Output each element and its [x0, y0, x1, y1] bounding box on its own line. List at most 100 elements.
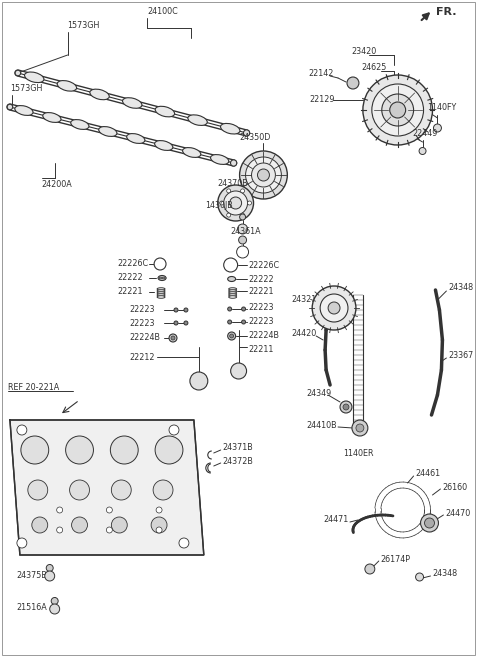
Circle shape: [158, 277, 160, 279]
Circle shape: [228, 307, 232, 311]
Circle shape: [66, 436, 94, 464]
Circle shape: [151, 517, 167, 533]
Ellipse shape: [228, 290, 237, 292]
Ellipse shape: [182, 148, 201, 158]
Circle shape: [240, 214, 246, 220]
Circle shape: [419, 148, 426, 154]
Circle shape: [416, 573, 423, 581]
Circle shape: [239, 236, 247, 244]
Ellipse shape: [228, 294, 237, 296]
Circle shape: [227, 213, 231, 217]
Ellipse shape: [155, 106, 175, 117]
Text: 23420: 23420: [351, 47, 376, 57]
Circle shape: [184, 308, 188, 312]
Circle shape: [17, 425, 27, 435]
Circle shape: [32, 517, 48, 533]
Circle shape: [57, 507, 62, 513]
Circle shape: [171, 336, 175, 340]
Text: 24372B: 24372B: [223, 457, 253, 466]
Circle shape: [356, 424, 364, 432]
Circle shape: [156, 527, 162, 533]
Circle shape: [365, 564, 375, 574]
Circle shape: [154, 258, 166, 270]
Text: 1573GH: 1573GH: [68, 21, 100, 30]
Circle shape: [424, 518, 434, 528]
Circle shape: [163, 277, 165, 279]
Text: 22226C: 22226C: [117, 260, 148, 269]
Text: 24461: 24461: [416, 470, 441, 478]
Ellipse shape: [228, 292, 237, 294]
Text: 24471: 24471: [323, 516, 348, 524]
Circle shape: [21, 436, 48, 464]
Ellipse shape: [228, 288, 237, 290]
Ellipse shape: [158, 275, 166, 281]
Text: FR.: FR.: [436, 7, 457, 17]
Circle shape: [107, 527, 112, 533]
Ellipse shape: [157, 292, 165, 294]
Circle shape: [107, 507, 112, 513]
Text: 24321: 24321: [291, 296, 316, 304]
Circle shape: [420, 514, 438, 532]
Text: 22129: 22129: [309, 95, 335, 104]
Ellipse shape: [99, 127, 117, 137]
Circle shape: [328, 302, 340, 314]
Circle shape: [156, 507, 162, 513]
Ellipse shape: [157, 296, 165, 298]
Text: 24410B: 24410B: [306, 420, 337, 430]
Text: 24348: 24348: [432, 570, 457, 579]
Circle shape: [57, 527, 62, 533]
Ellipse shape: [188, 115, 207, 125]
Circle shape: [190, 372, 208, 390]
Circle shape: [238, 224, 248, 234]
Circle shape: [184, 321, 188, 325]
Circle shape: [110, 436, 138, 464]
Circle shape: [340, 401, 352, 413]
Ellipse shape: [157, 290, 165, 292]
Circle shape: [164, 277, 166, 279]
Circle shape: [252, 163, 276, 187]
Text: 21516A: 21516A: [16, 602, 47, 612]
Circle shape: [224, 258, 238, 272]
Text: 22221: 22221: [117, 288, 143, 296]
Text: 22223: 22223: [129, 306, 155, 315]
Circle shape: [220, 201, 224, 205]
Ellipse shape: [228, 277, 236, 281]
Circle shape: [248, 201, 252, 205]
Circle shape: [352, 420, 368, 436]
Ellipse shape: [24, 72, 44, 83]
Circle shape: [231, 363, 247, 379]
Ellipse shape: [155, 141, 173, 150]
Text: 22211: 22211: [249, 344, 274, 353]
Ellipse shape: [220, 124, 240, 134]
Polygon shape: [10, 420, 204, 555]
Circle shape: [169, 425, 179, 435]
Circle shape: [218, 185, 253, 221]
Circle shape: [50, 604, 60, 614]
Ellipse shape: [57, 81, 77, 91]
Text: 24420: 24420: [291, 328, 316, 338]
Ellipse shape: [127, 133, 145, 143]
Circle shape: [70, 480, 89, 500]
Text: 24371B: 24371B: [223, 443, 253, 453]
Text: 1573GH: 1573GH: [10, 84, 42, 93]
Text: 26160: 26160: [443, 482, 468, 491]
Ellipse shape: [122, 98, 142, 108]
Circle shape: [241, 320, 246, 324]
Text: 24361A: 24361A: [231, 227, 261, 237]
Circle shape: [15, 70, 21, 76]
Circle shape: [179, 538, 189, 548]
Circle shape: [46, 564, 53, 572]
Circle shape: [227, 189, 231, 193]
Text: 1140ER: 1140ER: [343, 449, 373, 459]
Text: 22212: 22212: [129, 353, 155, 361]
Ellipse shape: [228, 296, 237, 298]
Circle shape: [169, 334, 177, 342]
Text: 22222: 22222: [249, 275, 274, 284]
Text: 24349: 24349: [306, 388, 332, 397]
Circle shape: [343, 404, 349, 410]
Circle shape: [390, 102, 406, 118]
Text: 22221: 22221: [249, 286, 274, 296]
Text: 22226C: 22226C: [249, 260, 280, 269]
Text: 23367: 23367: [448, 350, 474, 359]
Circle shape: [240, 189, 245, 193]
